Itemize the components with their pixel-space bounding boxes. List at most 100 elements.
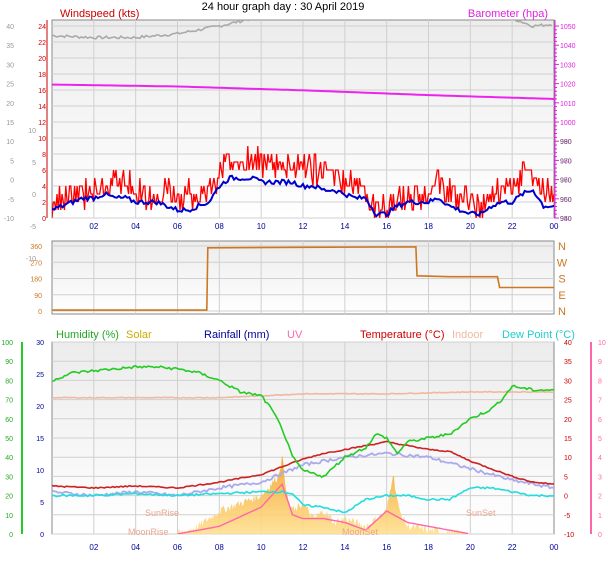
- baro-tick-label: 970: [560, 178, 572, 185]
- wind-plot: [52, 20, 554, 218]
- sunrise-annotation: SunRise: [145, 508, 179, 518]
- outer-tick-label: 5: [10, 158, 14, 165]
- temp-tick-label: 5: [564, 474, 568, 481]
- solar-area: [177, 454, 467, 534]
- wind-tick-label: 18: [38, 72, 46, 79]
- humidity-tick-label: 20: [5, 494, 13, 501]
- temp-tick-label: 25: [564, 398, 572, 405]
- x-tick-label: 18: [424, 543, 433, 552]
- x-tick-label: 12: [299, 222, 308, 231]
- x-tick-label: 08: [215, 222, 224, 231]
- mid-tick-label: 5: [32, 160, 36, 167]
- rain-tick-label: 30: [36, 340, 44, 347]
- uv-tick-label: 8: [598, 378, 602, 385]
- baro2-tick-label: 970: [560, 158, 572, 165]
- temp-tick-label: 30: [564, 378, 572, 385]
- wind-tick-label: 8: [42, 152, 46, 159]
- gust-line: [52, 145, 554, 218]
- rain-tick-label: 10: [36, 468, 44, 475]
- uv-label: UV: [287, 329, 303, 341]
- outer-tick-label: 20: [6, 101, 14, 108]
- wind-tick-label: 0: [42, 216, 46, 223]
- direction-tick-label: 270: [30, 260, 42, 267]
- wind-tick-label: 14: [38, 104, 46, 111]
- uv-tick-label: 5: [598, 436, 602, 443]
- baro-tick-label: 990: [560, 139, 572, 146]
- direction-grid: [52, 241, 554, 314]
- x-tick-label: 16: [382, 543, 391, 552]
- temp-grid: [52, 341, 554, 535]
- temp-tick-label: 10: [564, 455, 572, 462]
- mid-tick-label: 10: [28, 128, 36, 135]
- speed-line: [52, 174, 554, 218]
- x-tick-label: 14: [340, 543, 349, 552]
- temp-overlay-line: [52, 20, 553, 40]
- outer-tick-label: -10: [4, 216, 14, 223]
- direction-tick-label: 360: [30, 244, 42, 251]
- uv-tick-label: 9: [598, 359, 602, 366]
- wind-tick-label: 16: [38, 88, 46, 95]
- x-tick-label: 00: [550, 543, 559, 552]
- barometer-axis-label: Barometer (hpa): [468, 8, 548, 20]
- temp-plot: [52, 365, 554, 534]
- outer-tick-label: 25: [6, 82, 14, 89]
- feels-line: [52, 451, 554, 498]
- wind-tick-label: 22: [38, 40, 46, 47]
- x-tick-label: 12: [299, 543, 308, 552]
- x-tick-label: 16: [382, 222, 391, 231]
- outer-tick-label: 40: [6, 24, 14, 31]
- rain-tick-label: 5: [40, 500, 44, 507]
- humidity-tick-label: 40: [5, 455, 13, 462]
- temp-tick-label: 15: [564, 436, 572, 443]
- wind-tick-label: 2: [42, 200, 46, 207]
- compass-label: S: [558, 274, 565, 286]
- temp-tick-label: 35: [564, 359, 572, 366]
- indoor-label: Indoor: [452, 329, 484, 341]
- compass-label: N: [558, 306, 566, 318]
- x-tick-label: 02: [89, 543, 98, 552]
- wind-tick-label: 20: [38, 56, 46, 63]
- humidity-tick-label: 30: [5, 474, 13, 481]
- uv-tick-label: 6: [598, 417, 602, 424]
- humidity-tick-label: 90: [5, 359, 13, 366]
- temperature-label: Temperature (°C): [360, 329, 444, 341]
- rain-tick-label: 25: [36, 372, 44, 379]
- x-tick-label: 20: [466, 222, 475, 231]
- rain-tick-label: 20: [36, 404, 44, 411]
- humidity-line: [52, 365, 554, 479]
- wind-tick-label: 24: [38, 24, 46, 31]
- x-tick-label: 04: [131, 543, 140, 552]
- dewpoint-label: Dew Point (°C): [502, 329, 575, 341]
- baro-tick-label: 1020: [560, 82, 576, 89]
- temp-tick-label: -10: [564, 532, 574, 539]
- temp-tick-label: 0: [564, 494, 568, 501]
- humidity-tick-label: 10: [5, 513, 13, 520]
- uv-tick-label: 2: [598, 494, 602, 501]
- x-tick-label: 04: [131, 222, 140, 231]
- baro-tick-label: 1040: [560, 43, 576, 50]
- uv-tick-label: 7: [598, 398, 602, 405]
- temp-tick-label: -5: [564, 513, 570, 520]
- rain-tick-label: 0: [40, 532, 44, 539]
- wind-tick-label: 6: [42, 168, 46, 175]
- direction-plot: [52, 246, 554, 311]
- x-tick-label: 08: [215, 543, 224, 552]
- uv-tick-label: 4: [598, 455, 602, 462]
- baro-tick-label: 950: [560, 216, 572, 223]
- x-tick-label: 06: [173, 543, 182, 552]
- barometer-line: [52, 83, 554, 100]
- direction-tick-label: 180: [30, 277, 42, 284]
- outer-tick-label: -5: [8, 197, 14, 204]
- mid-tick-label: -5: [30, 224, 36, 231]
- outer-tick-label: 10: [6, 139, 14, 146]
- humidity-tick-label: 80: [5, 378, 13, 385]
- temp-tick-label: 20: [564, 417, 572, 424]
- rainfall-label: Rainfall (mm): [204, 329, 269, 341]
- baro2-tick-label: 940: [560, 216, 572, 223]
- x-tick-label: 06: [173, 222, 182, 231]
- uv-tick-label: 1: [598, 513, 602, 520]
- humidity-tick-label: 60: [5, 417, 13, 424]
- axes: 2422201816141210864204035302520151050-5-…: [1, 20, 606, 552]
- rain-tick-label: 15: [36, 436, 44, 443]
- x-tick-label: 20: [466, 543, 475, 552]
